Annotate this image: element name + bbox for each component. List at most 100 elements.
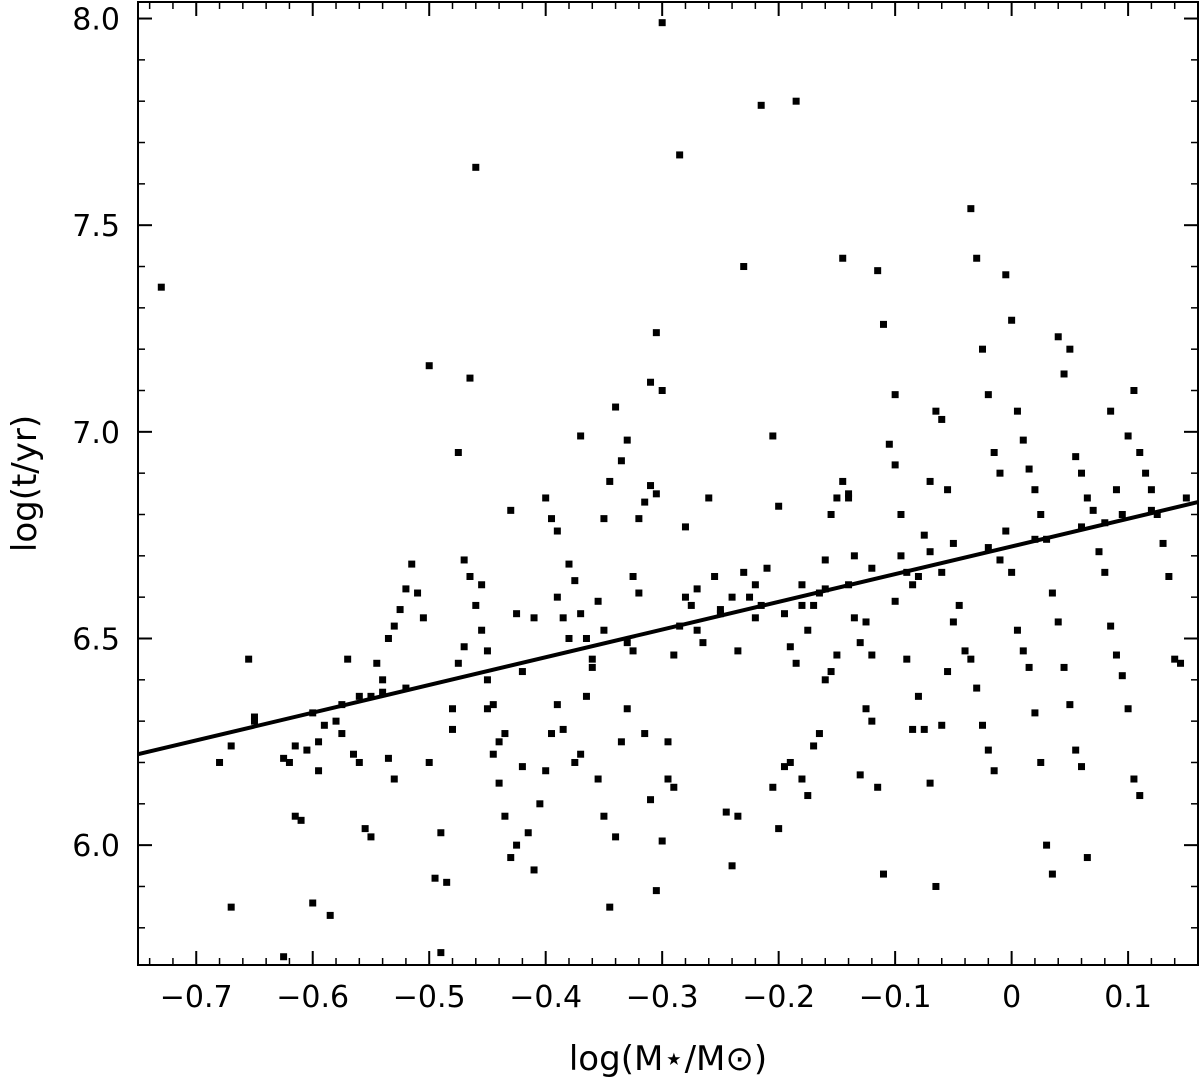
scatter-point xyxy=(577,750,585,758)
scatter-point xyxy=(291,812,299,820)
x-tick-label: −0.2 xyxy=(742,980,815,1015)
scatter-point xyxy=(1043,841,1051,849)
scatter-point xyxy=(1171,655,1179,663)
scatter-point xyxy=(460,556,468,564)
scatter-point xyxy=(466,374,474,382)
scatter-point xyxy=(577,610,585,618)
scatter-point xyxy=(472,601,480,609)
scatter-point xyxy=(367,833,375,841)
scatter-point xyxy=(757,101,765,109)
scatter-point xyxy=(559,725,567,733)
fit-line xyxy=(137,500,1199,757)
scatter-point xyxy=(1031,709,1039,717)
scatter-point xyxy=(414,589,422,597)
scatter-point xyxy=(821,556,829,564)
scatter-point xyxy=(250,713,258,721)
scatter-point xyxy=(291,742,299,750)
scatter-point xyxy=(594,775,602,783)
scatter-point xyxy=(734,647,742,655)
scatter-point xyxy=(530,614,538,622)
scatter-point xyxy=(623,705,631,713)
scatter-point xyxy=(967,655,975,663)
scatter-point xyxy=(821,676,829,684)
scatter-point xyxy=(641,498,649,506)
scatter-point xyxy=(693,585,701,593)
scatter-point xyxy=(303,746,311,754)
scatter-point xyxy=(926,548,934,556)
y-tick-label: 6.0 xyxy=(72,829,120,864)
scatter-point xyxy=(1025,663,1033,671)
scatter-point xyxy=(1118,672,1126,680)
y-axis: 6.0 6.5 7.0 7.5 8.0 xyxy=(72,3,1198,929)
scatter-point xyxy=(664,775,672,783)
scatter-point xyxy=(524,829,532,837)
scatter-point xyxy=(1112,486,1120,494)
scatter-point xyxy=(1072,746,1080,754)
scatter-point xyxy=(722,808,730,816)
scatter-point xyxy=(967,205,975,213)
scatter-point xyxy=(449,705,457,713)
scatter-point xyxy=(751,581,759,589)
scatter-point xyxy=(454,449,462,457)
scatter-point xyxy=(658,837,666,845)
scatter-point xyxy=(157,283,165,291)
scatter-point xyxy=(798,601,806,609)
scatter-point xyxy=(1130,775,1138,783)
scatter-point xyxy=(629,647,637,655)
scatter-point xyxy=(245,655,253,663)
y-tick-label: 6.5 xyxy=(72,622,120,657)
scatter-point xyxy=(746,593,754,601)
scatter-point xyxy=(489,750,497,758)
scatter-point xyxy=(320,721,328,729)
scatter-point xyxy=(1031,486,1039,494)
scatter-point xyxy=(1037,758,1045,766)
scatter-point xyxy=(1124,432,1132,440)
scatter-point xyxy=(518,763,526,771)
scatter-point xyxy=(879,320,887,328)
scatter-point xyxy=(1107,622,1115,630)
scatter-point xyxy=(1124,705,1132,713)
scatter-point xyxy=(1008,568,1016,576)
scatter-point xyxy=(932,407,940,415)
scatter-point xyxy=(647,482,655,490)
x-axis-label: log(M⋆/M⊙) xyxy=(569,1039,767,1079)
scatter-point xyxy=(577,432,585,440)
scatter-point xyxy=(681,593,689,601)
scatter-point xyxy=(530,866,538,874)
scatter-point xyxy=(536,800,544,808)
scatter-point xyxy=(769,783,777,791)
scatter-point xyxy=(1159,539,1167,547)
scatter-point xyxy=(1118,510,1126,518)
scatter-point xyxy=(856,639,864,647)
scatter-point xyxy=(1101,568,1109,576)
scatter-point xyxy=(1008,316,1016,324)
scatter-point xyxy=(472,163,480,171)
y-tick-label: 7.5 xyxy=(72,209,120,244)
scatter-point xyxy=(891,461,899,469)
scatter-point xyxy=(932,882,940,890)
scatter-point xyxy=(588,663,596,671)
scatter-point xyxy=(361,825,369,833)
scatter-point xyxy=(798,581,806,589)
scatter-point xyxy=(827,668,835,676)
plot-frame xyxy=(137,1,1199,966)
scatter-point xyxy=(874,267,882,275)
scatter-point xyxy=(606,477,614,485)
scatter-point xyxy=(879,870,887,878)
scatter-point xyxy=(1078,469,1086,477)
scatter-point xyxy=(961,647,969,655)
scatter-point xyxy=(507,506,515,514)
scatter-point xyxy=(408,560,416,568)
scatter-point xyxy=(955,601,963,609)
scatter-point xyxy=(1060,370,1068,378)
scatter-point xyxy=(699,639,707,647)
y-axis-label: log(t/yr) xyxy=(5,415,45,552)
x-tick-label: −0.1 xyxy=(859,980,932,1015)
x-tick-label: −0.3 xyxy=(626,980,699,1015)
scatter-point xyxy=(402,585,410,593)
scatter-point xyxy=(1095,548,1103,556)
scatter-point xyxy=(740,568,748,576)
scatter-point xyxy=(478,581,486,589)
scatter-point xyxy=(582,692,590,700)
scatter-point xyxy=(280,953,288,961)
